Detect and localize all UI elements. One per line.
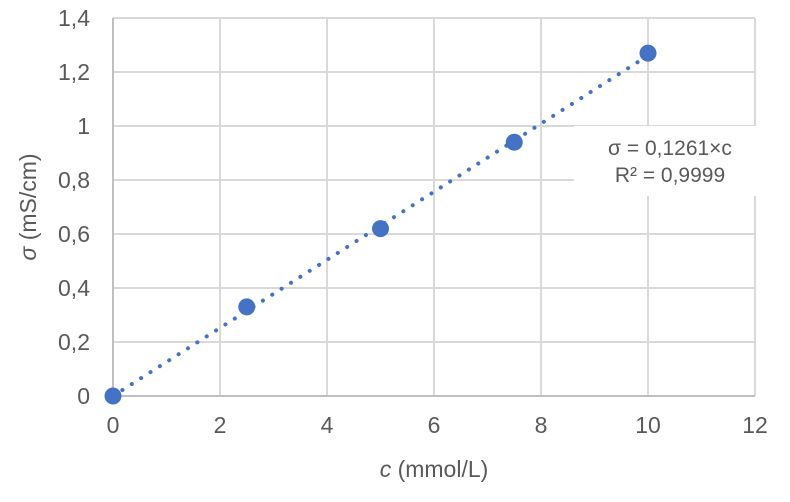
- x-tick-label: 8: [535, 412, 548, 438]
- x-tick-label: 2: [214, 412, 227, 438]
- y-tick-label: 1,4: [58, 5, 90, 31]
- data-point: [639, 44, 657, 62]
- data-points: [104, 44, 657, 405]
- y-tick-label: 0: [77, 383, 90, 409]
- y-tick-label: 0,6: [58, 221, 90, 247]
- x-tick-label: 10: [635, 412, 661, 438]
- trendline-equation: σ = 0,1261×c: [608, 137, 732, 160]
- y-axis-title: σ (mS/cm): [15, 153, 41, 260]
- data-point: [505, 133, 523, 151]
- x-tick-label: 0: [107, 412, 120, 438]
- y-tick-label: 0,4: [58, 275, 90, 301]
- x-tick-label: 6: [428, 412, 441, 438]
- x-axis-title: c (mmol/L): [380, 456, 489, 482]
- r-squared-label: R² = 0,9999: [615, 164, 725, 187]
- y-tick-label: 1: [77, 113, 90, 139]
- plot-area: 0 0,2 0,4 0,6 0,8 1 1,2 1,4 0 2 4 6 8 10 12 c (mmol/L) σ…: [15, 5, 768, 482]
- y-tick-label: 0,2: [58, 329, 90, 355]
- x-tick-label: 4: [321, 412, 334, 438]
- data-point: [104, 387, 122, 405]
- y-tick-label: 1,2: [58, 59, 90, 85]
- data-point: [238, 298, 256, 316]
- x-tick-label: 12: [742, 412, 768, 438]
- annotation-box: [574, 126, 758, 196]
- y-tick-label: 0,8: [58, 167, 90, 193]
- data-point: [372, 220, 389, 238]
